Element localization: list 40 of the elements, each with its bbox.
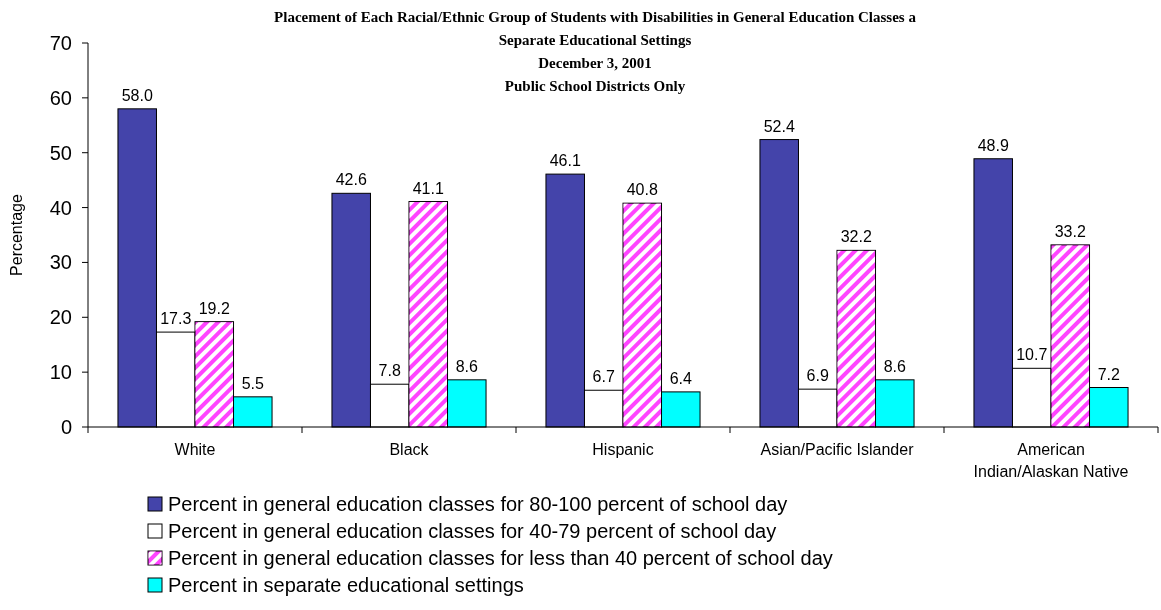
data-label: 10.7 — [1016, 346, 1048, 364]
data-label: 52.4 — [763, 117, 795, 135]
y-tick-label: 70 — [49, 32, 72, 54]
x-tick-label: Asian/Pacific Islander — [760, 441, 915, 458]
chart-title: Placement of Each Racial/Ethnic Group of Students with Disabilities in General Education Classes a Separate Educational Settings — [274, 9, 917, 48]
data-label: 17.3 — [160, 310, 192, 328]
y-tick-label: 30 — [49, 251, 72, 274]
data-label: 42.6 — [335, 171, 367, 189]
data-label: 32.2 — [840, 228, 872, 246]
data-label: 8.6 — [883, 357, 906, 375]
x-tick-label: White — [174, 441, 216, 458]
data-label: 46.1 — [549, 152, 581, 170]
x-tick-label: Black — [389, 441, 430, 458]
y-tick-label: 40 — [49, 196, 72, 219]
data-label: 6.7 — [592, 368, 615, 386]
data-label: 8.6 — [455, 357, 478, 375]
data-label: 33.2 — [1054, 222, 1086, 240]
data-label: 19.2 — [198, 299, 230, 317]
y-tick-label: 20 — [49, 306, 72, 329]
data-label: 6.9 — [806, 367, 829, 385]
data-label: 41.1 — [412, 179, 444, 197]
y-axis-title: Percentage — [8, 193, 25, 276]
data-label: 48.9 — [977, 136, 1009, 154]
text: December 3, 2001 Public School Districts Only — [504, 55, 686, 94]
y-tick-label: 10 — [49, 361, 72, 384]
x-tick-label: Hispanic — [592, 441, 654, 458]
data-label: 58.0 — [121, 86, 153, 104]
data-label: 40.8 — [626, 181, 658, 199]
data-label: 7.8 — [378, 362, 401, 380]
data-label: 5.5 — [241, 374, 264, 392]
legend-label: Percent in general education classes for less than 40 percent of school day — [168, 547, 833, 569]
y-tick-label: 50 — [49, 141, 72, 164]
y-tick-label: 60 — [49, 86, 72, 109]
legend-label: Percent in general education classes for 80-100 percent of school day — [168, 493, 788, 515]
data-label: 6.4 — [669, 369, 692, 387]
legend-label: Percent in separate educational settings — [168, 574, 524, 596]
y-tick-label: 0 — [60, 416, 72, 438]
x-tick-label: American Indian/Alaskan Native — [973, 441, 1129, 480]
legend-label: Percent in general education classes for 40-79 percent of school day — [168, 520, 777, 542]
data-label: 7.2 — [1097, 365, 1120, 383]
